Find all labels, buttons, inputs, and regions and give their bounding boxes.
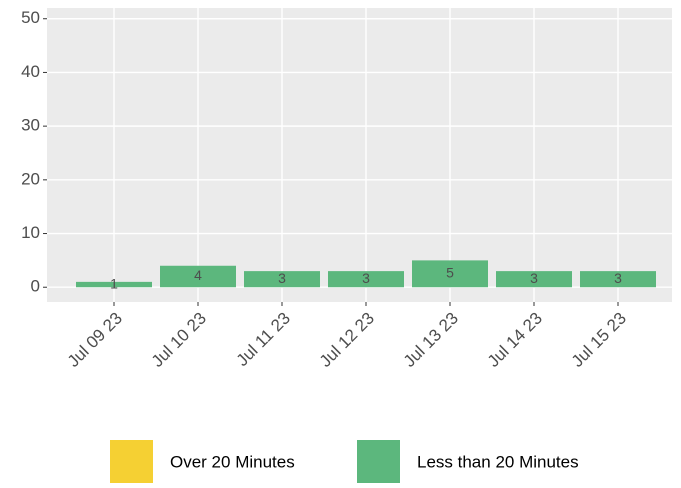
bar [580, 271, 656, 288]
y-tick-label: 0 [31, 277, 40, 296]
x-tick-label: Jul 09 23 [64, 309, 126, 371]
y-tick-label: 10 [21, 223, 40, 242]
x-tick-label: Jul 12 23 [316, 309, 378, 371]
bar [328, 271, 404, 288]
bar [412, 260, 488, 288]
legend-label: Less than 20 Minutes [417, 452, 579, 471]
legend-label: Over 20 Minutes [170, 452, 295, 471]
y-tick-label: 20 [21, 169, 40, 188]
data-label: 3 [362, 270, 370, 286]
data-label: 5 [446, 265, 454, 281]
data-label: 3 [278, 270, 286, 286]
bar [160, 265, 236, 288]
x-tick-label: Jul 10 23 [148, 309, 210, 371]
x-tick-label: Jul 13 23 [400, 309, 462, 371]
bar [244, 271, 320, 288]
plot-panel [47, 8, 672, 302]
legend-swatch [357, 440, 400, 483]
bar [496, 271, 572, 288]
y-tick-label: 40 [21, 62, 40, 81]
x-tick-label: Jul 11 23 [233, 309, 294, 370]
data-label: 3 [530, 270, 538, 286]
data-label: 3 [614, 270, 622, 286]
x-tick-label: Jul 14 23 [484, 309, 546, 371]
data-label: 1 [110, 275, 118, 291]
data-label: 4 [194, 267, 202, 283]
bar [76, 281, 152, 288]
y-tick-label: 30 [21, 116, 40, 135]
y-tick-label: 50 [21, 8, 40, 27]
x-tick-label: Jul 15 23 [568, 309, 630, 371]
legend-swatch [110, 440, 153, 483]
